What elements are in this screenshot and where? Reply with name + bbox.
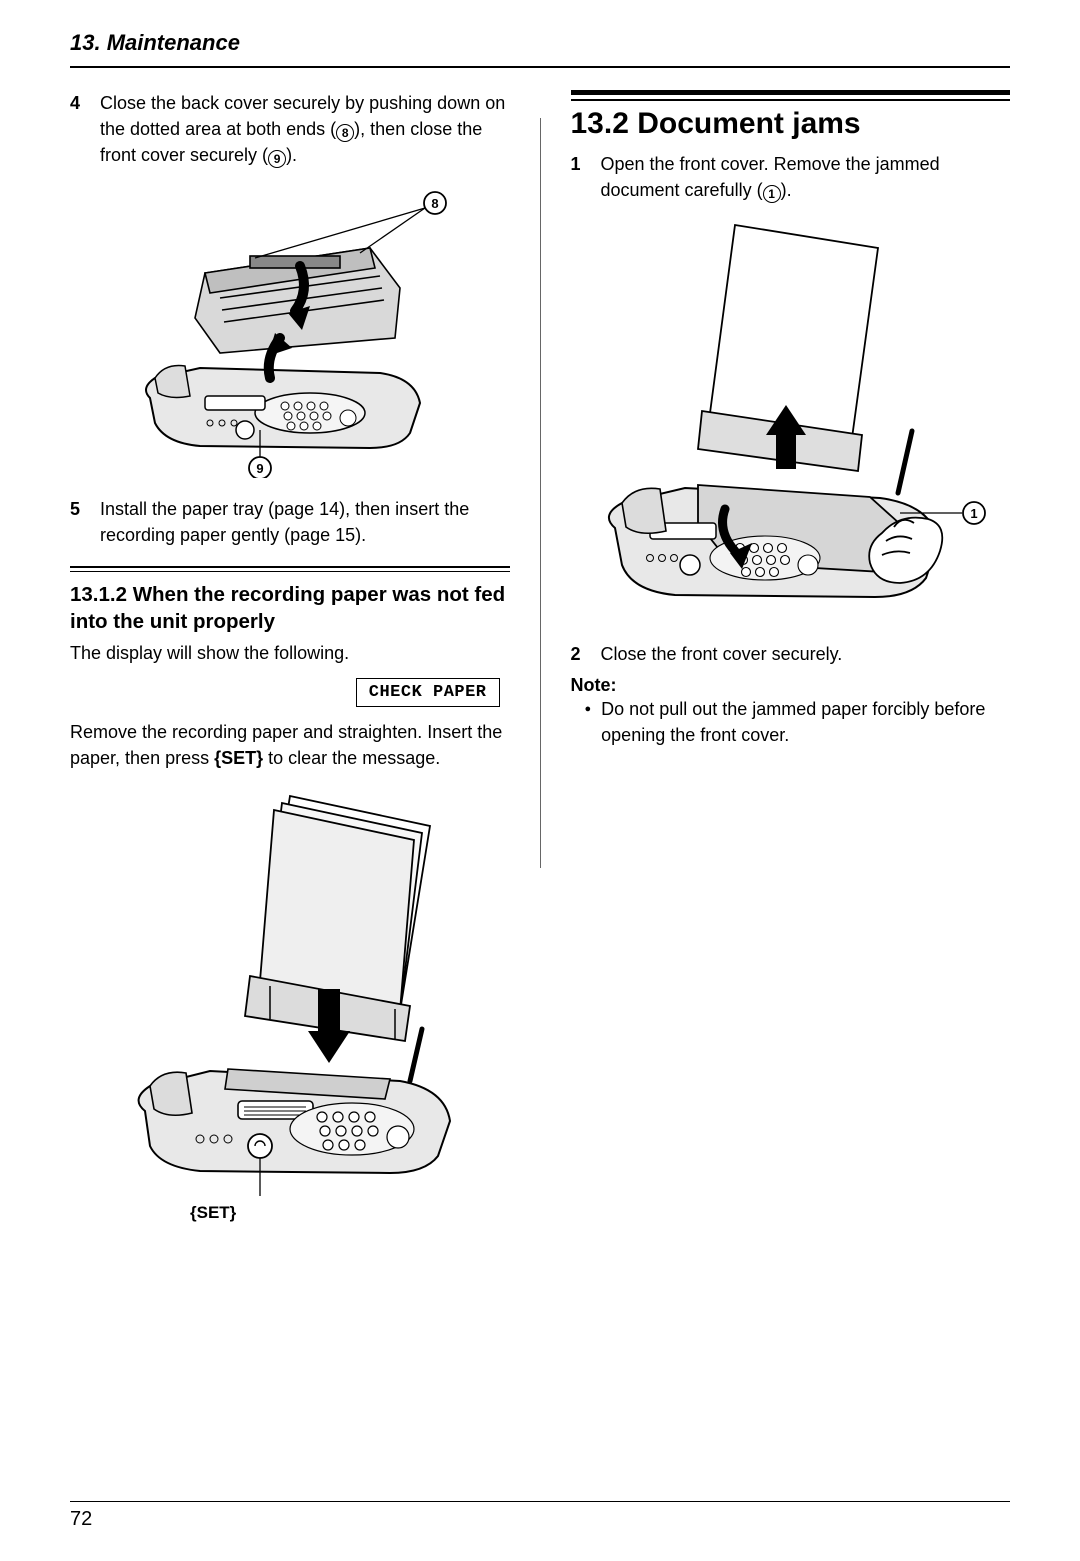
step-number: 4: [70, 90, 86, 116]
two-column-layout: 4 Close the back cover securely by pushi…: [70, 90, 1010, 1241]
step-text: Close the front cover securely.: [601, 641, 1011, 667]
page-footer: 72: [70, 1501, 1010, 1531]
section-rule: [571, 90, 1011, 101]
note-title: Note:: [571, 675, 1011, 696]
section-title: 13.2 Document jams: [571, 107, 1011, 141]
text-fragment: ).: [781, 180, 792, 200]
fax-open-illustration: 8 9: [110, 178, 470, 478]
subsection-rule: [70, 566, 510, 572]
step-number: 2: [571, 641, 587, 667]
step-5: 5 Install the paper tray (page 14), then…: [70, 496, 510, 548]
note-bullet: Do not pull out the jammed paper forcibl…: [571, 696, 1011, 748]
page: 13. Maintenance 4 Close the back cover s…: [0, 0, 1080, 1561]
column-divider: [540, 118, 541, 868]
figure-insert-paper: {SET}: [70, 781, 510, 1223]
step-number: 1: [571, 151, 587, 177]
step-4: 4 Close the back cover securely by pushi…: [70, 90, 510, 168]
step-text: Close the back cover securely by pushing…: [100, 90, 510, 168]
callout-9: 9: [256, 461, 263, 476]
text-fragment: ).: [286, 145, 297, 165]
figure-remove-jam: 1: [571, 213, 1011, 623]
callout-1: 1: [971, 506, 978, 521]
display-message: CHECK PAPER: [356, 678, 500, 707]
step-text: Open the front cover. Remove the jammed …: [601, 151, 1011, 203]
step-2: 2 Close the front cover securely.: [571, 641, 1011, 667]
left-column: 4 Close the back cover securely by pushi…: [70, 90, 510, 1241]
set-key-label: {SET}: [214, 748, 263, 768]
right-column: 13.2 Document jams 1 Open the front cove…: [571, 90, 1011, 1241]
subsection-title: 13.1.2 When the recording paper was not …: [70, 582, 510, 635]
page-number: 72: [70, 1508, 92, 1530]
fax-jam-illustration: 1: [580, 213, 1000, 623]
step-1: 1 Open the front cover. Remove the jamme…: [571, 151, 1011, 203]
step-text: Install the paper tray (page 14), then i…: [100, 496, 510, 548]
fax-paper-illustration: [100, 781, 480, 1221]
step-number: 5: [70, 496, 86, 522]
body-text: The display will show the following.: [70, 640, 510, 666]
ref-circle-1: 1: [763, 185, 781, 203]
text-fragment: to clear the message.: [263, 748, 440, 768]
callout-8: 8: [431, 196, 438, 211]
display-message-wrap: CHECK PAPER: [70, 676, 510, 719]
figure-close-covers: 8 9: [70, 178, 510, 478]
set-callout-label: {SET}: [70, 1203, 510, 1223]
ref-circle-8: 8: [336, 124, 354, 142]
text-fragment: Do not pull out the jammed paper forcibl…: [601, 696, 1010, 748]
ref-circle-9: 9: [268, 150, 286, 168]
body-text: Remove the recording paper and straighte…: [70, 719, 510, 771]
page-header: 13. Maintenance: [70, 30, 1010, 68]
